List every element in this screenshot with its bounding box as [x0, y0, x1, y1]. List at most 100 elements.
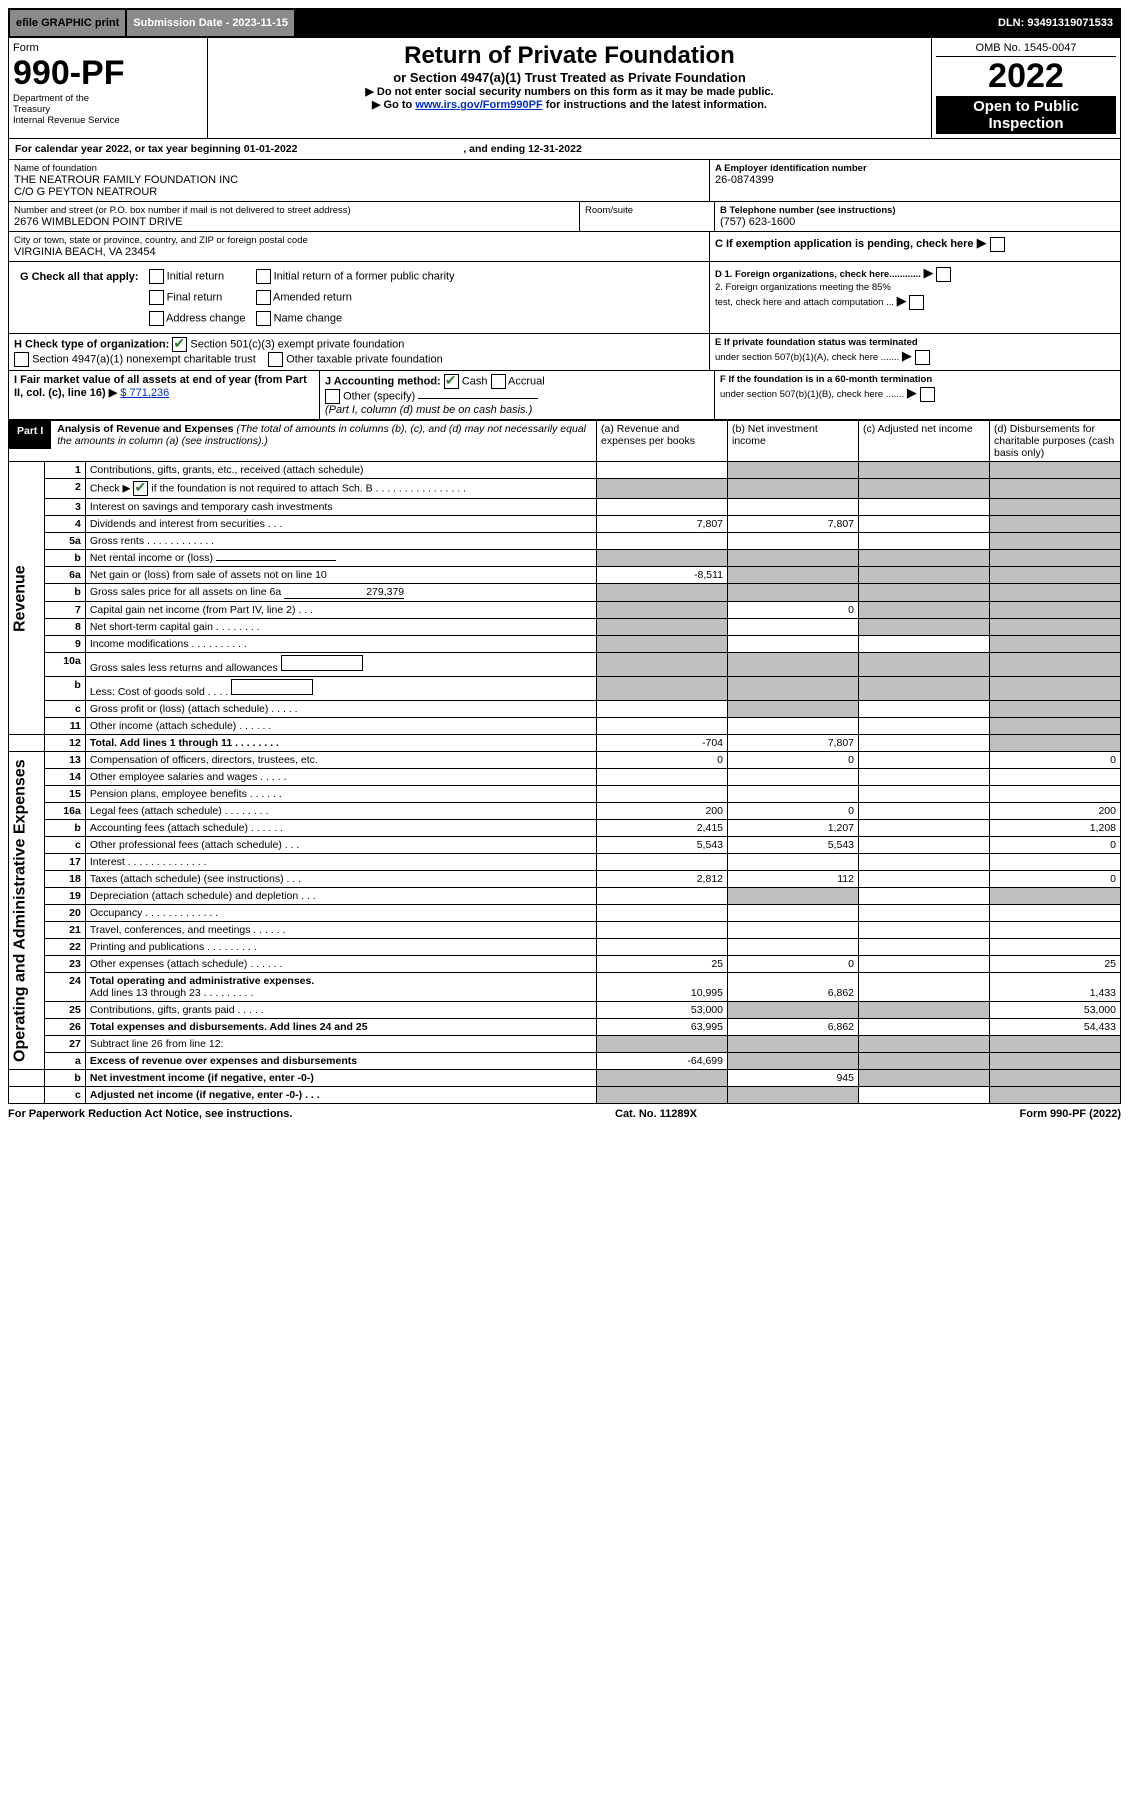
line-5a: Gross rents . . . . . . . . . . . . — [85, 533, 596, 550]
line-6a: Net gain or (loss) from sale of assets n… — [85, 567, 596, 584]
g-opt-3: Initial return of a former public charit… — [274, 270, 455, 282]
val-13d: 0 — [990, 752, 1121, 769]
expenses-vert-label: Operating and Administrative Expenses — [9, 752, 45, 1070]
instr-line-2b: for instructions and the latest informat… — [546, 99, 767, 111]
val-18b: 112 — [728, 871, 859, 888]
val-16ad: 200 — [990, 803, 1121, 820]
g-final-checkbox[interactable] — [149, 290, 164, 305]
arrow-icon: ▶ — [924, 265, 934, 280]
line-27b: Net investment income (if negative, ente… — [85, 1070, 596, 1087]
val-23d: 25 — [990, 956, 1121, 973]
g-opt-1: Final return — [167, 291, 223, 303]
tel-value: (757) 623-1600 — [720, 216, 1115, 228]
dept-line-2: Treasury — [13, 104, 203, 115]
g-address-checkbox[interactable] — [149, 311, 164, 326]
g-name-checkbox[interactable] — [256, 311, 271, 326]
d1-checkbox[interactable] — [936, 267, 951, 282]
val-13b: 0 — [728, 752, 859, 769]
form-label: Form — [13, 42, 203, 54]
line-10a: Gross sales less returns and allowances — [90, 662, 278, 674]
top-bar: efile GRAPHIC print Submission Date - 20… — [8, 8, 1121, 38]
j-cash-checkbox[interactable] — [444, 374, 459, 389]
h-501c3-checkbox[interactable] — [172, 337, 187, 352]
val-25a: 53,000 — [597, 1002, 728, 1019]
part-i-title: Analysis of Revenue and Expenses — [57, 423, 233, 435]
val-12a: -704 — [597, 735, 728, 752]
form-title: Return of Private Foundation — [212, 42, 927, 70]
col-d-header: (d) Disbursements for charitable purpose… — [990, 421, 1121, 462]
h-4947-checkbox[interactable] — [14, 352, 29, 367]
line-2-checkbox[interactable] — [133, 481, 148, 496]
line-7: Capital gain net income (from Part IV, l… — [85, 602, 596, 619]
addr-value: 2676 WIMBLEDON POINT DRIVE — [14, 216, 574, 228]
j-other-checkbox[interactable] — [325, 389, 340, 404]
line-27: Subtract line 26 from line 12: — [85, 1036, 596, 1053]
foundation-name-2: C/O G PEYTON NEATROUR — [14, 186, 704, 198]
f2-label: under section 507(b)(1)(B), check here .… — [720, 389, 904, 400]
submission-date: Submission Date - 2023-11-15 — [127, 10, 296, 36]
form-number: 990-PF — [13, 54, 203, 93]
val-24d: 1,433 — [990, 973, 1121, 1002]
irs-link[interactable]: www.irs.gov/Form990PF — [415, 99, 542, 111]
line-2-dots: . . . . . . . . . . . . . . . . — [373, 482, 466, 494]
val-25d: 53,000 — [990, 1002, 1121, 1019]
line-24b: Add lines 13 through 23 . . . . . . . . … — [90, 987, 253, 999]
line-18: Taxes (attach schedule) (see instruction… — [85, 871, 596, 888]
f-checkbox[interactable] — [920, 387, 935, 402]
line-24a: Total operating and administrative expen… — [90, 975, 314, 987]
g-opt-0: Initial return — [167, 270, 224, 282]
arrow-icon: ▶ — [902, 348, 912, 363]
line-16a: Legal fees (attach schedule) . . . . . .… — [85, 803, 596, 820]
h-opt-2: Section 4947(a)(1) nonexempt charitable … — [32, 353, 256, 365]
g-opt-4: Amended return — [273, 291, 352, 303]
c-label: C If exemption application is pending, c… — [715, 238, 974, 250]
ein-value: 26-0874399 — [715, 174, 1115, 186]
d2-checkbox[interactable] — [909, 295, 924, 310]
h-label: H Check type of organization: — [14, 338, 169, 350]
col-c-header: (c) Adjusted net income — [859, 421, 990, 462]
val-6a: -8,511 — [597, 567, 728, 584]
line-10c: Gross profit or (loss) (attach schedule)… — [85, 701, 596, 718]
line-5b-blank — [216, 560, 336, 561]
g-amended-checkbox[interactable] — [256, 290, 271, 305]
topbar-spacer — [296, 10, 992, 36]
col-a-header: (a) Revenue and expenses per books — [597, 421, 728, 462]
line-25: Contributions, gifts, grants paid . . . … — [85, 1002, 596, 1019]
boxes-ijf: I Fair market value of all assets at end… — [8, 371, 1121, 420]
h-other-checkbox[interactable] — [268, 352, 283, 367]
omb-number: OMB No. 1545-0047 — [936, 42, 1116, 57]
identity-row-3: City or town, state or province, country… — [8, 232, 1121, 262]
e1-label: E If private foundation status was termi… — [715, 337, 1115, 348]
room-label: Room/suite — [585, 205, 709, 216]
addr-label: Number and street (or P.O. box number if… — [14, 205, 574, 216]
line-14: Other employee salaries and wages . . . … — [85, 769, 596, 786]
form-header: Form 990-PF Department of the Treasury I… — [8, 38, 1121, 139]
efile-print-button[interactable]: efile GRAPHIC print — [10, 10, 127, 36]
j-accrual-checkbox[interactable] — [491, 374, 506, 389]
footer-left: For Paperwork Reduction Act Notice, see … — [8, 1108, 292, 1120]
foundation-name-1: THE NEATROUR FAMILY FOUNDATION INC — [14, 174, 704, 186]
city-label: City or town, state or province, country… — [14, 235, 704, 246]
calyear-a: For calendar year 2022, or tax year begi… — [15, 143, 244, 155]
dept-line-3: Internal Revenue Service — [13, 115, 203, 126]
line-22: Printing and publications . . . . . . . … — [85, 939, 596, 956]
line-6b-a: Gross sales price for all assets on line… — [90, 586, 281, 598]
footer-right: Form 990-PF (2022) — [1020, 1108, 1121, 1120]
line-27a: Excess of revenue over expenses and disb… — [85, 1053, 596, 1070]
val-16bb: 1,207 — [728, 820, 859, 837]
e-checkbox[interactable] — [915, 350, 930, 365]
line-10b: Less: Cost of goods sold . . . . — [90, 686, 228, 698]
name-label: Name of foundation — [14, 163, 704, 174]
g-initial-checkbox[interactable] — [149, 269, 164, 284]
line-16c: Other professional fees (attach schedule… — [85, 837, 596, 854]
val-26a: 63,995 — [597, 1019, 728, 1036]
g-opt-2: Address change — [166, 312, 246, 324]
col-b-header: (b) Net investment income — [728, 421, 859, 462]
line-12: Total. Add lines 1 through 11 . . . . . … — [85, 735, 596, 752]
c-checkbox[interactable] — [990, 237, 1005, 252]
g-initial-former-checkbox[interactable] — [256, 269, 271, 284]
boxes-he: H Check type of organization: Section 50… — [8, 334, 1121, 371]
val-16aa: 200 — [597, 803, 728, 820]
line-27c: Adjusted net income (if negative, enter … — [85, 1087, 596, 1104]
e2-label: under section 507(b)(1)(A), check here .… — [715, 352, 899, 363]
